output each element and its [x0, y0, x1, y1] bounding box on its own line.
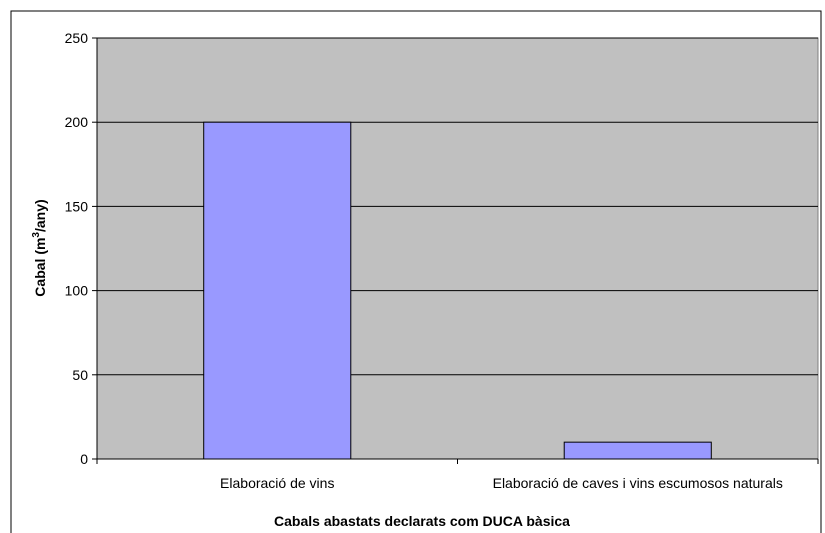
- chart-frame: [10, 10, 822, 533]
- y-tick-label-50: 50: [72, 367, 88, 383]
- y-tick-label-0: 0: [80, 451, 88, 467]
- x-tick-label-1: Elaboració de vins: [220, 475, 334, 491]
- y-axis-title-sup: 3: [31, 232, 42, 238]
- y-axis-title-prefix: Cabal (m: [32, 238, 48, 297]
- bars: [203, 121, 712, 460]
- x-tick-label-2: Elaboració de caves i vins escumosos nat…: [493, 475, 783, 491]
- x-axis-title: Cabals abastats declarats com DUCA bàsic…: [274, 513, 570, 529]
- bar-2: [563, 441, 712, 460]
- bar-1: [203, 121, 352, 460]
- y-axis-title-suffix: /any): [32, 199, 48, 232]
- y-tick-label-250: 250: [65, 30, 89, 46]
- y-tick-label-150: 150: [65, 198, 89, 214]
- x-ticks: Elaboració de vins Elaboració de caves i …: [96, 459, 819, 491]
- y-tick-label-100: 100: [65, 283, 89, 299]
- y-axis-title: Cabal (m3/any): [31, 199, 48, 296]
- y-ticks: 0 50 100 150 200 250: [65, 30, 97, 467]
- y-tick-label-200: 200: [65, 114, 89, 130]
